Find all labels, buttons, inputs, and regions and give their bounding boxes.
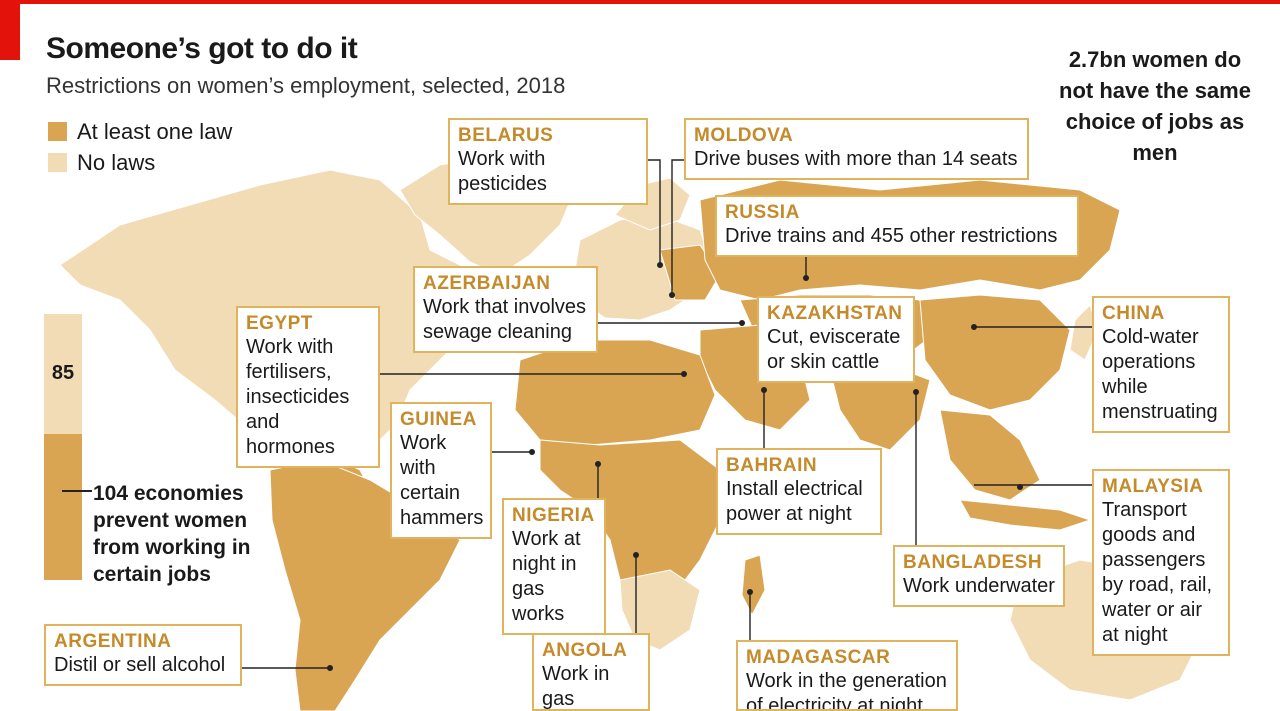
callout-text: Work that involves sewage cleaning bbox=[423, 296, 587, 343]
top-accent-line bbox=[0, 0, 1280, 4]
leader-moldova bbox=[671, 159, 684, 295]
callout-text: Work at night in gas works bbox=[512, 528, 581, 625]
callout-guinea: GUINEA Work with certain hammers bbox=[390, 402, 492, 539]
callout-text: Work with pesticides bbox=[458, 148, 547, 195]
marker-nigeria bbox=[595, 461, 601, 467]
callout-text: Cut, eviscerate or skin cattle bbox=[767, 326, 901, 373]
callout-text: Work in the generation of electricity at… bbox=[746, 670, 947, 711]
legend-item-no-law: No laws bbox=[48, 147, 232, 178]
marker-angola bbox=[633, 552, 639, 558]
chart-title: Someone’s got to do it bbox=[46, 32, 358, 65]
callout-country: BAHRAIN bbox=[726, 455, 818, 476]
callout-egypt: EGYPT Work with fertilisers, insecticide… bbox=[236, 306, 380, 468]
bar-segment-no-laws bbox=[44, 314, 82, 434]
legend-swatch-law bbox=[48, 122, 67, 141]
callout-country: ARGENTINA bbox=[54, 631, 172, 652]
callout-country: MADAGASCAR bbox=[746, 647, 891, 668]
callout-text: Work underwater bbox=[903, 575, 1055, 597]
leader-belarus bbox=[648, 159, 661, 265]
africa-north-region bbox=[514, 339, 716, 446]
callout-country: BELARUS bbox=[458, 125, 554, 146]
legend-item-law: At least one law bbox=[48, 116, 232, 147]
japan-region bbox=[1069, 304, 1099, 361]
callout-country: NIGERIA bbox=[512, 505, 595, 526]
callout-country: ANGOLA bbox=[542, 640, 628, 661]
marker-malaysia bbox=[1017, 484, 1023, 490]
china-region bbox=[919, 294, 1071, 411]
bar-segment-laws bbox=[44, 434, 82, 580]
callout-belarus: BELARUS Work with pesticides bbox=[448, 118, 648, 205]
bar-value-no-laws: 85 bbox=[51, 362, 75, 384]
chart-subtitle: Restrictions on women’s employment, sele… bbox=[46, 73, 566, 98]
indonesia-region bbox=[959, 499, 1092, 531]
callout-country: BANGLADESH bbox=[903, 552, 1043, 573]
marker-bangladesh bbox=[913, 389, 919, 395]
marker-argentina bbox=[327, 665, 333, 671]
brand-tag bbox=[0, 4, 20, 60]
callout-text: Drive trains and 455 other restrictions bbox=[725, 225, 1058, 247]
callout-bangladesh: BANGLADESH Work underwater bbox=[893, 545, 1065, 607]
callout-country: AZERBAIJAN bbox=[423, 273, 551, 294]
bar-leader bbox=[62, 490, 92, 492]
callout-country: CHINA bbox=[1102, 303, 1165, 324]
callout-country: EGYPT bbox=[246, 313, 313, 334]
callout-moldova: MOLDOVA Drive buses with more than 14 se… bbox=[684, 118, 1029, 180]
marker-russia bbox=[803, 275, 809, 281]
legend-label-no-law: No laws bbox=[77, 149, 156, 175]
marker-guinea bbox=[529, 449, 535, 455]
callout-country: KAZAKHSTAN bbox=[767, 303, 903, 324]
bar-note-laws: 104 economies prevent women from working… bbox=[93, 482, 251, 586]
callout-russia: RUSSIA Drive trains and 455 other restri… bbox=[715, 195, 1079, 257]
callout-text: Transport goods and passengers by road, … bbox=[1102, 499, 1213, 646]
legend-swatch-no-law bbox=[48, 153, 67, 172]
callout-text: Work with fertilisers, insecticides and … bbox=[246, 336, 350, 458]
callout-text: Cold-water operations while menstruating bbox=[1102, 326, 1218, 423]
callout-bahrain: BAHRAIN Install electrical power at nigh… bbox=[716, 448, 882, 535]
callout-text: Install electrical power at night bbox=[726, 478, 863, 525]
callout-madagascar: MADAGASCAR Work in the generation of ele… bbox=[736, 640, 958, 711]
marker-egypt bbox=[681, 371, 687, 377]
callout-argentina: ARGENTINA Distil or sell alcohol bbox=[44, 624, 242, 686]
callout-azerbaijan: AZERBAIJAN Work that involves sewage cle… bbox=[413, 266, 598, 353]
marker-belarus bbox=[657, 262, 663, 268]
callout-china: CHINA Cold-water operations while menstr… bbox=[1092, 296, 1230, 433]
marker-moldova bbox=[669, 292, 675, 298]
callout-text: Work in gas production bbox=[542, 663, 610, 710]
africa-south-region bbox=[619, 569, 701, 651]
callout-angola: ANGOLA Work in gas production bbox=[532, 633, 650, 711]
marker-madagascar bbox=[747, 589, 753, 595]
legend-label-law: At least one law bbox=[77, 118, 233, 144]
legend: At least one law No laws bbox=[48, 116, 232, 178]
callout-country: RUSSIA bbox=[725, 202, 800, 223]
callout-text: Distil or sell alcohol bbox=[54, 654, 226, 676]
marker-azerbaijan bbox=[739, 320, 745, 326]
callout-text: Work with certain hammers bbox=[400, 432, 484, 529]
madagascar-region bbox=[741, 554, 766, 617]
marker-china bbox=[971, 324, 977, 330]
callout-nigeria: NIGERIA Work at night in gas works bbox=[502, 498, 606, 635]
callout-malaysia: MALAYSIA Transport goods and passengers … bbox=[1092, 469, 1230, 656]
stat-note: 2.7bn women do not have the same choice … bbox=[1059, 47, 1251, 165]
callout-text: Drive buses with more than 14 seats bbox=[694, 148, 1018, 170]
callout-kazakhstan: KAZAKHSTAN Cut, eviscerate or skin cattl… bbox=[757, 296, 915, 383]
callout-country: MALAYSIA bbox=[1102, 476, 1204, 497]
southeast-asia-region bbox=[939, 409, 1041, 501]
callout-country: GUINEA bbox=[400, 409, 477, 430]
marker-bahrain bbox=[761, 387, 767, 393]
callout-country: MOLDOVA bbox=[694, 125, 794, 146]
